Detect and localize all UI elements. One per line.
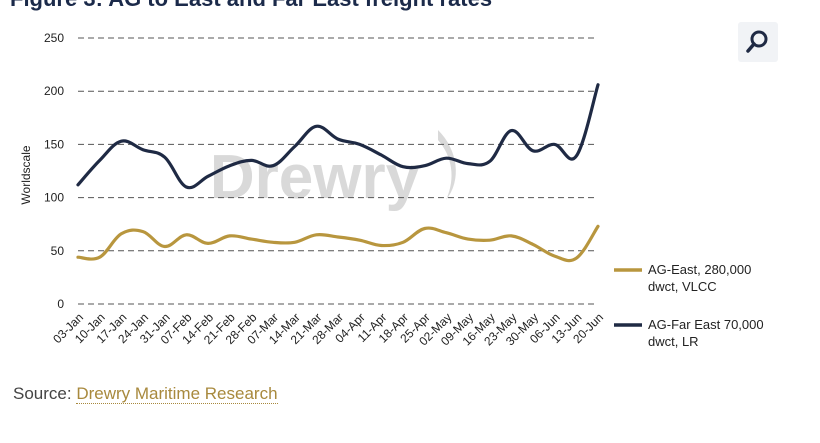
magnifier-icon bbox=[746, 30, 768, 53]
freight-rate-chart: Drewry050100150200250Worldscale03-Jan10-… bbox=[19, 31, 764, 349]
y-axis-label: Worldscale bbox=[19, 145, 33, 204]
legend-label-1: AG-Far East 70,000 bbox=[648, 317, 764, 332]
series-line-1 bbox=[76, 83, 600, 190]
y-tick-label: 200 bbox=[44, 84, 64, 98]
legend-label-1: dwct, LR bbox=[648, 334, 699, 349]
y-tick-label: 100 bbox=[44, 191, 64, 205]
figure-title: Figure 3: AG to East and Far East freigh… bbox=[10, 0, 492, 12]
source-prefix: Source: bbox=[13, 384, 72, 403]
legend-label-0: dwct, VLCC bbox=[648, 279, 717, 294]
y-tick-label: 250 bbox=[44, 31, 64, 45]
series-line-0 bbox=[76, 224, 600, 263]
watermark-text: Drewry bbox=[210, 143, 421, 212]
y-tick-label: 150 bbox=[44, 137, 64, 151]
source-line: Source: Drewry Maritime Research bbox=[13, 384, 278, 404]
y-tick-label: 0 bbox=[57, 297, 64, 311]
legend-label-0: AG-East, 280,000 bbox=[648, 262, 751, 277]
y-tick-label: 50 bbox=[51, 244, 65, 258]
watermark-flame-shape bbox=[438, 130, 456, 200]
zoom-button[interactable] bbox=[738, 22, 778, 62]
source-link[interactable]: Drewry Maritime Research bbox=[76, 384, 278, 404]
